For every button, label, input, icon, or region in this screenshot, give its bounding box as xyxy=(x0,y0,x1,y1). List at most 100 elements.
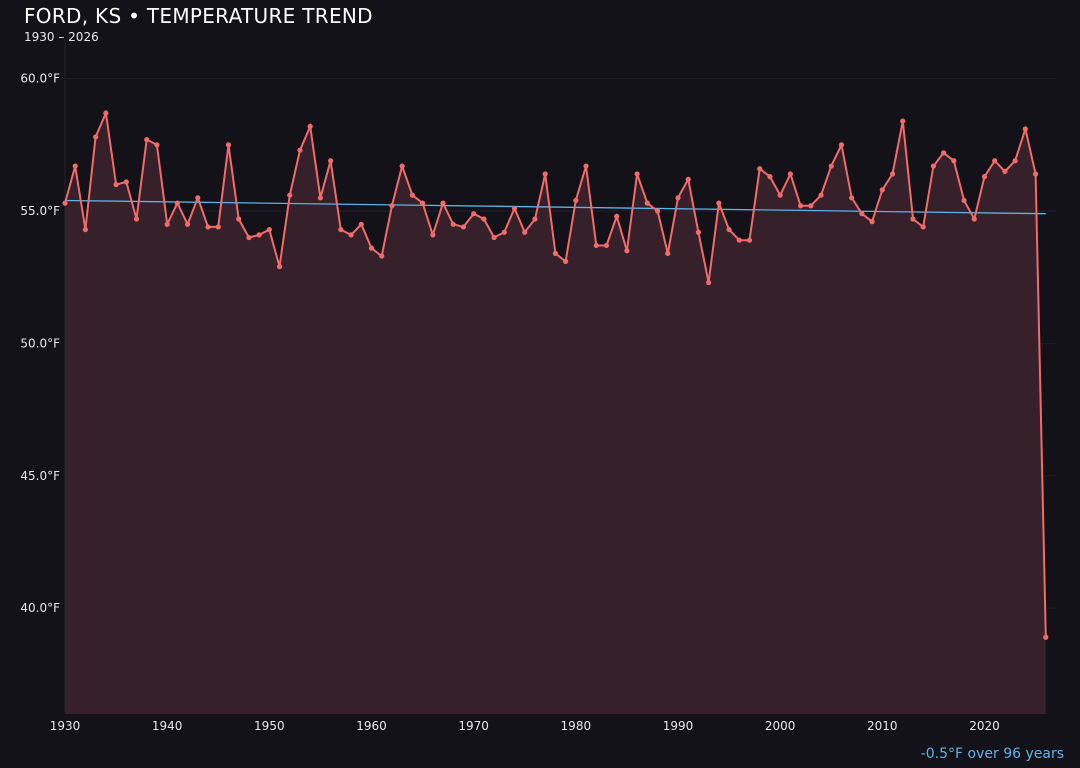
x-tick-label: 1970 xyxy=(458,719,489,733)
trend-summary: -0.5°F over 96 years xyxy=(920,746,1064,762)
x-tick-label: 1940 xyxy=(152,719,183,733)
data-point xyxy=(379,253,385,259)
data-point xyxy=(236,216,242,222)
data-point xyxy=(583,163,589,169)
data-point xyxy=(951,158,957,164)
data-point xyxy=(307,123,313,129)
data-point xyxy=(726,226,732,233)
data-point xyxy=(889,171,896,177)
y-tick-label: 60.0°F xyxy=(20,72,60,86)
data-point xyxy=(144,136,150,143)
area-fill xyxy=(65,113,1046,715)
data-point xyxy=(992,158,998,164)
data-point xyxy=(542,171,548,177)
data-point xyxy=(981,174,988,180)
x-tick-label: 1990 xyxy=(663,719,694,733)
data-point xyxy=(450,221,456,227)
data-point xyxy=(348,232,354,238)
data-point xyxy=(256,232,262,238)
data-point xyxy=(430,232,436,238)
data-point xyxy=(419,200,426,206)
trend-line xyxy=(64,199,1046,215)
data-point xyxy=(460,224,467,230)
data-point xyxy=(879,187,885,193)
data-point xyxy=(103,110,109,116)
data-point xyxy=(685,176,691,182)
data-point xyxy=(491,234,497,241)
data-point xyxy=(869,219,875,225)
data-point xyxy=(971,216,977,222)
chart-title: FORD, KS • TEMPERATURE TREND xyxy=(24,4,373,28)
data-point xyxy=(511,205,518,212)
data-point xyxy=(716,200,722,206)
data-point xyxy=(787,171,793,177)
data-point xyxy=(82,226,89,233)
data-point xyxy=(133,216,140,222)
data-point xyxy=(961,197,967,204)
data-point xyxy=(1032,171,1039,177)
data-point xyxy=(164,221,170,227)
data-point xyxy=(501,229,507,235)
data-point xyxy=(593,242,599,249)
data-point xyxy=(746,237,753,243)
data-point xyxy=(859,211,865,217)
data-point xyxy=(1022,126,1028,132)
chart-subtitle: 1930 – 2026 xyxy=(24,30,99,44)
data-point xyxy=(522,229,528,235)
data-point xyxy=(910,216,916,222)
data-point xyxy=(174,200,180,206)
y-tick-label: 45.0°F xyxy=(20,469,60,483)
data-point xyxy=(297,147,303,153)
data-point xyxy=(767,174,773,180)
data-point xyxy=(440,200,446,206)
y-tick-label: 40.0°F xyxy=(20,601,60,615)
data-point xyxy=(338,226,344,233)
data-point xyxy=(368,245,375,251)
data-point xyxy=(736,237,742,243)
data-point xyxy=(563,258,569,264)
data-point xyxy=(328,158,334,164)
data-point xyxy=(246,234,252,241)
x-tick-label: 2020 xyxy=(969,719,1000,733)
data-point xyxy=(1012,158,1018,164)
data-point xyxy=(920,224,926,230)
data-point xyxy=(797,203,804,209)
data-point xyxy=(184,221,191,227)
y-tick-label: 50.0°F xyxy=(20,336,60,350)
data-point xyxy=(552,250,558,257)
data-point xyxy=(665,250,671,257)
data-point xyxy=(828,163,834,169)
data-point xyxy=(849,195,855,201)
data-point xyxy=(1043,634,1049,640)
axis-ticks: 40.0°F 45.0°F 50.0°F 55.0°F 60.0°F 1930 1940 19… xyxy=(20,72,999,733)
data-point xyxy=(654,208,661,214)
data-point xyxy=(154,142,160,148)
data-point xyxy=(317,195,324,201)
data-point xyxy=(818,192,824,198)
data-point xyxy=(573,197,579,204)
data-point xyxy=(389,203,395,209)
data-point xyxy=(358,221,364,227)
y-tick-label: 55.0°F xyxy=(20,204,60,218)
x-tick-label: 2000 xyxy=(765,719,796,733)
data-point xyxy=(644,200,650,206)
data-point xyxy=(603,242,610,249)
data-point xyxy=(123,179,129,185)
data-point xyxy=(93,134,99,140)
x-tick-label: 1930 xyxy=(50,719,81,733)
x-tick-label: 2010 xyxy=(867,719,898,733)
data-point xyxy=(481,216,487,222)
data-point xyxy=(471,211,477,217)
data-point xyxy=(399,163,405,169)
data-point xyxy=(808,203,814,209)
data-point xyxy=(675,195,681,201)
data-point xyxy=(900,118,906,124)
data-point xyxy=(287,192,293,198)
data-point xyxy=(838,142,845,148)
data-point xyxy=(266,226,272,233)
data-point xyxy=(113,181,119,188)
data-point xyxy=(205,224,211,230)
data-point xyxy=(930,163,937,169)
data-point xyxy=(941,150,947,156)
